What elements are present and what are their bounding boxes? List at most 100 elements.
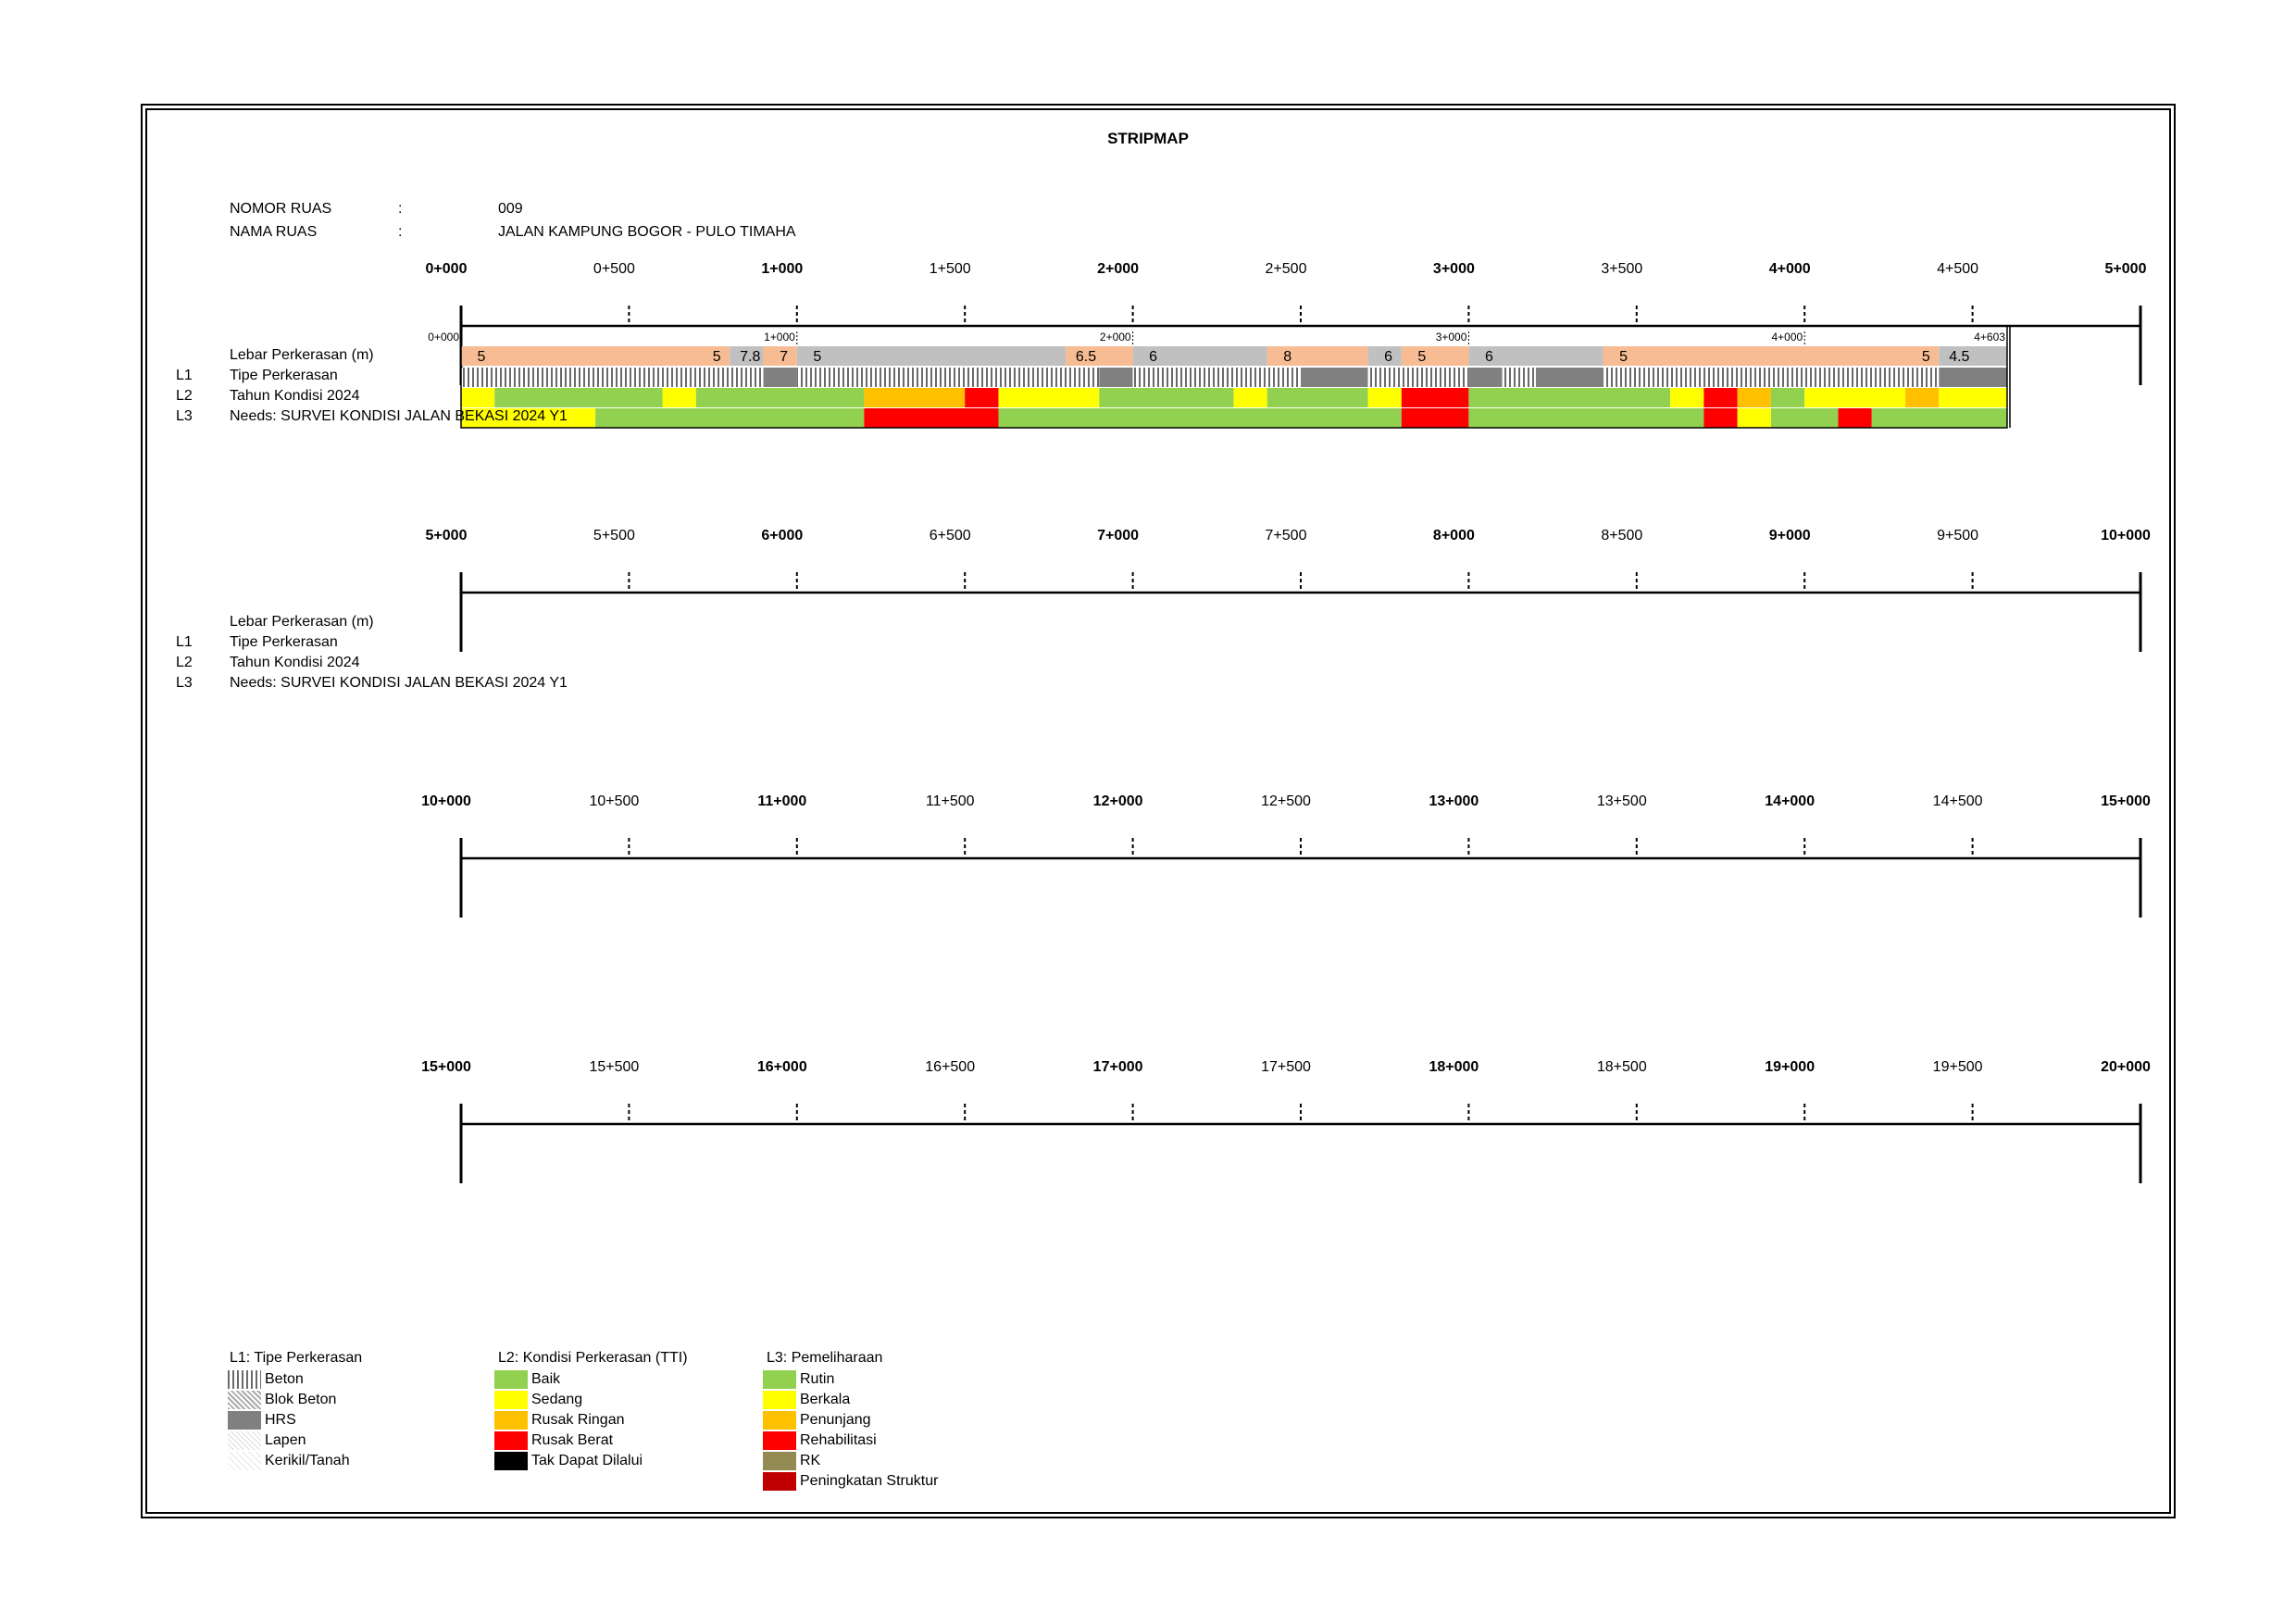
legend-label: Rutin: [800, 1371, 835, 1387]
tipe-segment: [1502, 368, 1536, 387]
tick-label: 14+000: [1765, 793, 1815, 809]
tick-label: 7+500: [1266, 528, 1307, 543]
kondisi-segment: [1703, 388, 1738, 407]
needs-segment: [1871, 408, 2007, 428]
legend-swatch: [763, 1391, 796, 1409]
lebar-segment: [461, 346, 730, 366]
tipe-segment: [1301, 368, 1368, 387]
legend-label: Beton: [265, 1371, 304, 1387]
lebar-value: 6: [1384, 349, 1392, 365]
kondisi-segment: [1233, 388, 1267, 407]
legend-label: RK: [800, 1453, 821, 1468]
tick-label: 3+500: [1601, 261, 1642, 277]
lebar-segment: [1401, 346, 1469, 366]
legend-label: HRS: [265, 1412, 296, 1428]
tick-label: 15+000: [2101, 793, 2151, 809]
tick-label: 5+500: [593, 528, 635, 543]
tick-label: 4+000: [1769, 261, 1811, 277]
tipe-segment: [763, 368, 797, 387]
lebar-segment: [1066, 346, 1133, 366]
legend-label: Berkala: [800, 1392, 851, 1407]
legend-l2-title: L2: Kondisi Perkerasan (TTI): [498, 1350, 688, 1366]
kondisi-segment: [1905, 388, 1940, 407]
tipe-segment: [1132, 368, 1301, 387]
tick-label: 2+000: [1097, 261, 1139, 277]
tick-label: 10+500: [589, 793, 639, 809]
legend-label: Baik: [531, 1371, 561, 1387]
legend-label: Rusak Berat: [531, 1432, 614, 1448]
nomor-ruas-label: NOMOR RUAS: [230, 201, 332, 217]
legend-swatch: [494, 1370, 528, 1389]
kondisi-segment: [1670, 388, 1704, 407]
tick-label: 5+000: [426, 528, 468, 543]
tipe-segment: [1603, 368, 1940, 387]
kondisi-segment: [1099, 388, 1234, 407]
lebar-value: 6.5: [1076, 349, 1096, 365]
tick-label: 10+000: [2101, 528, 2151, 543]
lebar-value: 7: [780, 349, 788, 365]
tick-label: 0+500: [593, 261, 635, 277]
tick-label: 3+000: [1433, 261, 1475, 277]
row-label-lebar: Lebar Perkerasan (m): [230, 347, 374, 363]
tick-label: 5+000: [2105, 261, 2147, 277]
row-code-l2-p2: L2: [176, 655, 193, 670]
kondisi-segment: [998, 388, 1100, 407]
kondisi-segment: [1367, 388, 1402, 407]
tick-label: 1+500: [930, 261, 971, 277]
tick-label: 18+000: [1429, 1059, 1479, 1075]
lebar-value: 7.8: [740, 349, 760, 365]
legend-swatch: [228, 1370, 261, 1389]
lebar-value: 5: [1619, 349, 1628, 365]
tick-label: 15+500: [589, 1059, 639, 1075]
kondisi-segment: [864, 388, 966, 407]
legend-swatch: [228, 1391, 261, 1409]
tipe-segment: [796, 368, 1100, 387]
tick-label: 18+500: [1597, 1059, 1647, 1075]
tipe-segment: [1468, 368, 1503, 387]
nomor-ruas-sep: :: [398, 201, 403, 217]
tick-label: 20+000: [2101, 1059, 2151, 1075]
tick-label: 11+500: [926, 793, 975, 809]
row-label-kondisi: Tahun Kondisi 2024: [230, 388, 360, 404]
legend-swatch: [228, 1411, 261, 1430]
inner-km-label: 0+000: [428, 331, 459, 344]
lebar-segment: [1367, 346, 1402, 366]
row-label-needs: Needs: SURVEI KONDISI JALAN BEKASI 2024 …: [230, 408, 568, 424]
nama-ruas-value: JALAN KAMPUNG BOGOR - PULO TIMAHA: [498, 224, 796, 240]
tick-label: 1+000: [761, 261, 803, 277]
lebar-segment: [1468, 346, 1603, 366]
lebar-segment: [1267, 346, 1368, 366]
nama-ruas-sep: :: [398, 224, 403, 240]
legend-l3-title: L3: Pemeliharaan: [767, 1350, 883, 1366]
tick-label: 13+000: [1429, 793, 1479, 809]
legend-swatch: [763, 1452, 796, 1470]
lebar-segment: [1132, 346, 1267, 366]
kondisi-segment: [1401, 388, 1469, 407]
legend-label: Peningkatan Struktur: [800, 1473, 939, 1489]
lebar-value: 5: [813, 349, 821, 365]
needs-segment: [595, 408, 865, 428]
tipe-segment: [1939, 368, 2007, 387]
legend-label: Penunjang: [800, 1412, 871, 1428]
lebar-value: 8: [1283, 349, 1292, 365]
tipe-segment: [1367, 368, 1469, 387]
legend-label: Rusak Ringan: [531, 1412, 625, 1428]
tick-label: 2+500: [1266, 261, 1307, 277]
tick-label: 17+000: [1093, 1059, 1143, 1075]
needs-segment: [1737, 408, 1771, 428]
lebar-segment: [1939, 346, 2007, 366]
legend-swatch: [494, 1431, 528, 1450]
lebar-value: 5: [478, 349, 486, 365]
row-code-l1: L1: [176, 368, 193, 383]
needs-segment: [1401, 408, 1469, 428]
tick-label: 12+500: [1261, 793, 1311, 809]
lebar-value: 5: [713, 349, 721, 365]
kondisi-segment: [1267, 388, 1368, 407]
legend-swatch: [228, 1452, 261, 1470]
tick-label: 0+000: [426, 261, 468, 277]
tick-label: 16+000: [757, 1059, 807, 1075]
row-code-l3: L3: [176, 408, 193, 424]
kondisi-segment: [494, 388, 663, 407]
tick-label: 9+000: [1769, 528, 1811, 543]
kondisi-segment: [1737, 388, 1771, 407]
